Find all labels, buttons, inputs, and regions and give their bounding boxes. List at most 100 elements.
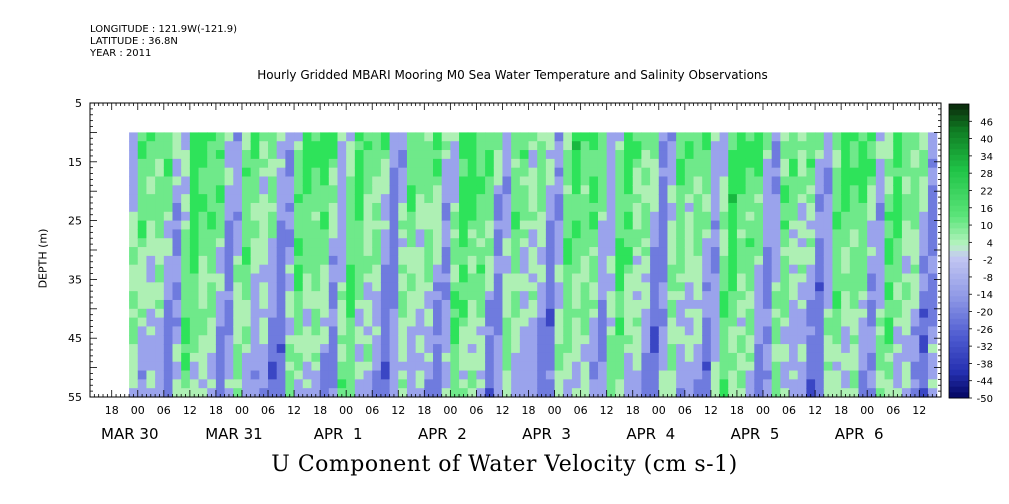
heatmap-cell xyxy=(693,202,703,213)
heatmap-cell xyxy=(563,255,573,266)
heatmap-cell xyxy=(372,291,382,301)
heatmap-cell xyxy=(736,264,747,275)
heatmap-cell xyxy=(389,194,399,204)
heatmap-cell xyxy=(241,132,252,142)
heatmap-cell xyxy=(597,388,608,398)
heatmap-cell xyxy=(198,282,208,292)
heatmap-cell xyxy=(129,220,139,231)
heatmap-cell xyxy=(736,194,747,204)
heatmap-cell xyxy=(667,255,677,266)
heatmap-cell xyxy=(771,352,781,363)
heatmap-cell xyxy=(155,308,165,319)
heatmap-cell xyxy=(241,264,252,275)
heatmap-cell xyxy=(893,220,903,231)
heatmap-cell xyxy=(233,326,243,336)
heatmap-cell xyxy=(363,361,373,372)
heatmap-cell xyxy=(650,326,660,336)
heatmap-cell xyxy=(684,247,695,257)
heatmap-cell xyxy=(919,220,929,231)
heatmap-cell xyxy=(189,167,200,178)
heatmap-cell xyxy=(476,185,486,195)
heatmap-cell xyxy=(745,352,755,363)
heatmap-cell xyxy=(493,229,504,239)
heatmap-cell xyxy=(406,273,417,283)
heatmap-cell xyxy=(754,379,764,389)
heatmap-cell xyxy=(571,291,582,301)
heatmap-cell xyxy=(771,229,781,239)
heatmap-cell xyxy=(363,202,373,213)
heatmap-cell xyxy=(745,344,755,354)
heatmap-cell xyxy=(927,291,938,301)
heatmap-cell xyxy=(615,282,625,292)
heatmap-cell xyxy=(137,229,148,239)
heatmap-cell xyxy=(919,317,929,328)
heatmap-cell xyxy=(901,361,912,372)
heatmap-cell xyxy=(137,211,148,222)
heatmap-cell xyxy=(129,326,139,336)
heatmap-cell xyxy=(250,229,260,239)
heatmap-cell xyxy=(719,141,729,151)
heatmap-cell xyxy=(632,247,643,257)
heatmap-cell xyxy=(215,158,226,169)
heatmap-cell xyxy=(606,388,616,398)
heatmap-cell xyxy=(597,273,608,283)
heatmap-cell xyxy=(650,247,660,257)
heatmap-cell xyxy=(849,211,860,222)
heatmap-cell xyxy=(415,229,425,239)
heatmap-cell xyxy=(433,352,443,363)
heatmap-cell xyxy=(745,229,755,239)
heatmap-cell xyxy=(832,344,842,354)
heatmap-cell xyxy=(849,176,860,186)
heatmap-cell xyxy=(910,255,920,266)
heatmap-cell xyxy=(736,158,747,169)
heatmap-cell xyxy=(233,220,243,231)
heatmap-field xyxy=(129,132,938,398)
heatmap-cell xyxy=(667,282,677,292)
heatmap-cell xyxy=(328,176,339,186)
heatmap-cell xyxy=(155,273,165,283)
heatmap-cell xyxy=(615,352,625,363)
heatmap-cell xyxy=(241,255,252,266)
heatmap-cell xyxy=(676,194,686,204)
heatmap-cell xyxy=(207,194,217,204)
heatmap-cell xyxy=(754,388,764,398)
heatmap-cell xyxy=(580,326,590,336)
heatmap-cell xyxy=(302,185,313,195)
heatmap-cell xyxy=(806,273,816,283)
heatmap-cell xyxy=(563,291,573,301)
colorbar-segment xyxy=(949,149,969,156)
heatmap-cell xyxy=(320,352,330,363)
heatmap-cell xyxy=(780,291,790,301)
heatmap-cell xyxy=(867,379,877,389)
heatmap-cell xyxy=(667,202,677,213)
heatmap-cell xyxy=(832,335,842,345)
heatmap-cell xyxy=(771,150,781,160)
heatmap-cell xyxy=(667,379,677,389)
heatmap-cell xyxy=(762,388,773,398)
heatmap-cell xyxy=(693,299,703,310)
heatmap-cell xyxy=(459,299,469,310)
heatmap-cell xyxy=(815,141,825,151)
heatmap-cell xyxy=(650,264,660,275)
heatmap-cell xyxy=(146,326,156,336)
heatmap-cell xyxy=(606,194,616,204)
heatmap-cell xyxy=(658,176,669,186)
heatmap-cell xyxy=(406,132,417,142)
heatmap-cell xyxy=(285,132,295,142)
heatmap-cell xyxy=(615,238,625,248)
heatmap-cell xyxy=(198,167,208,178)
heatmap-cell xyxy=(771,132,781,142)
heatmap-cell xyxy=(528,220,538,231)
heatmap-cell xyxy=(780,167,790,178)
heatmap-cell xyxy=(346,255,356,266)
heatmap-cell xyxy=(728,335,738,345)
heatmap-cell xyxy=(320,141,330,151)
heatmap-cell xyxy=(745,202,755,213)
heatmap-cell xyxy=(702,211,712,222)
heatmap-cell xyxy=(294,229,304,239)
heatmap-cell xyxy=(806,220,816,231)
heatmap-cell xyxy=(754,247,764,257)
heatmap-cell xyxy=(406,335,417,345)
heatmap-cell xyxy=(571,344,582,354)
heatmap-cell xyxy=(797,247,807,257)
